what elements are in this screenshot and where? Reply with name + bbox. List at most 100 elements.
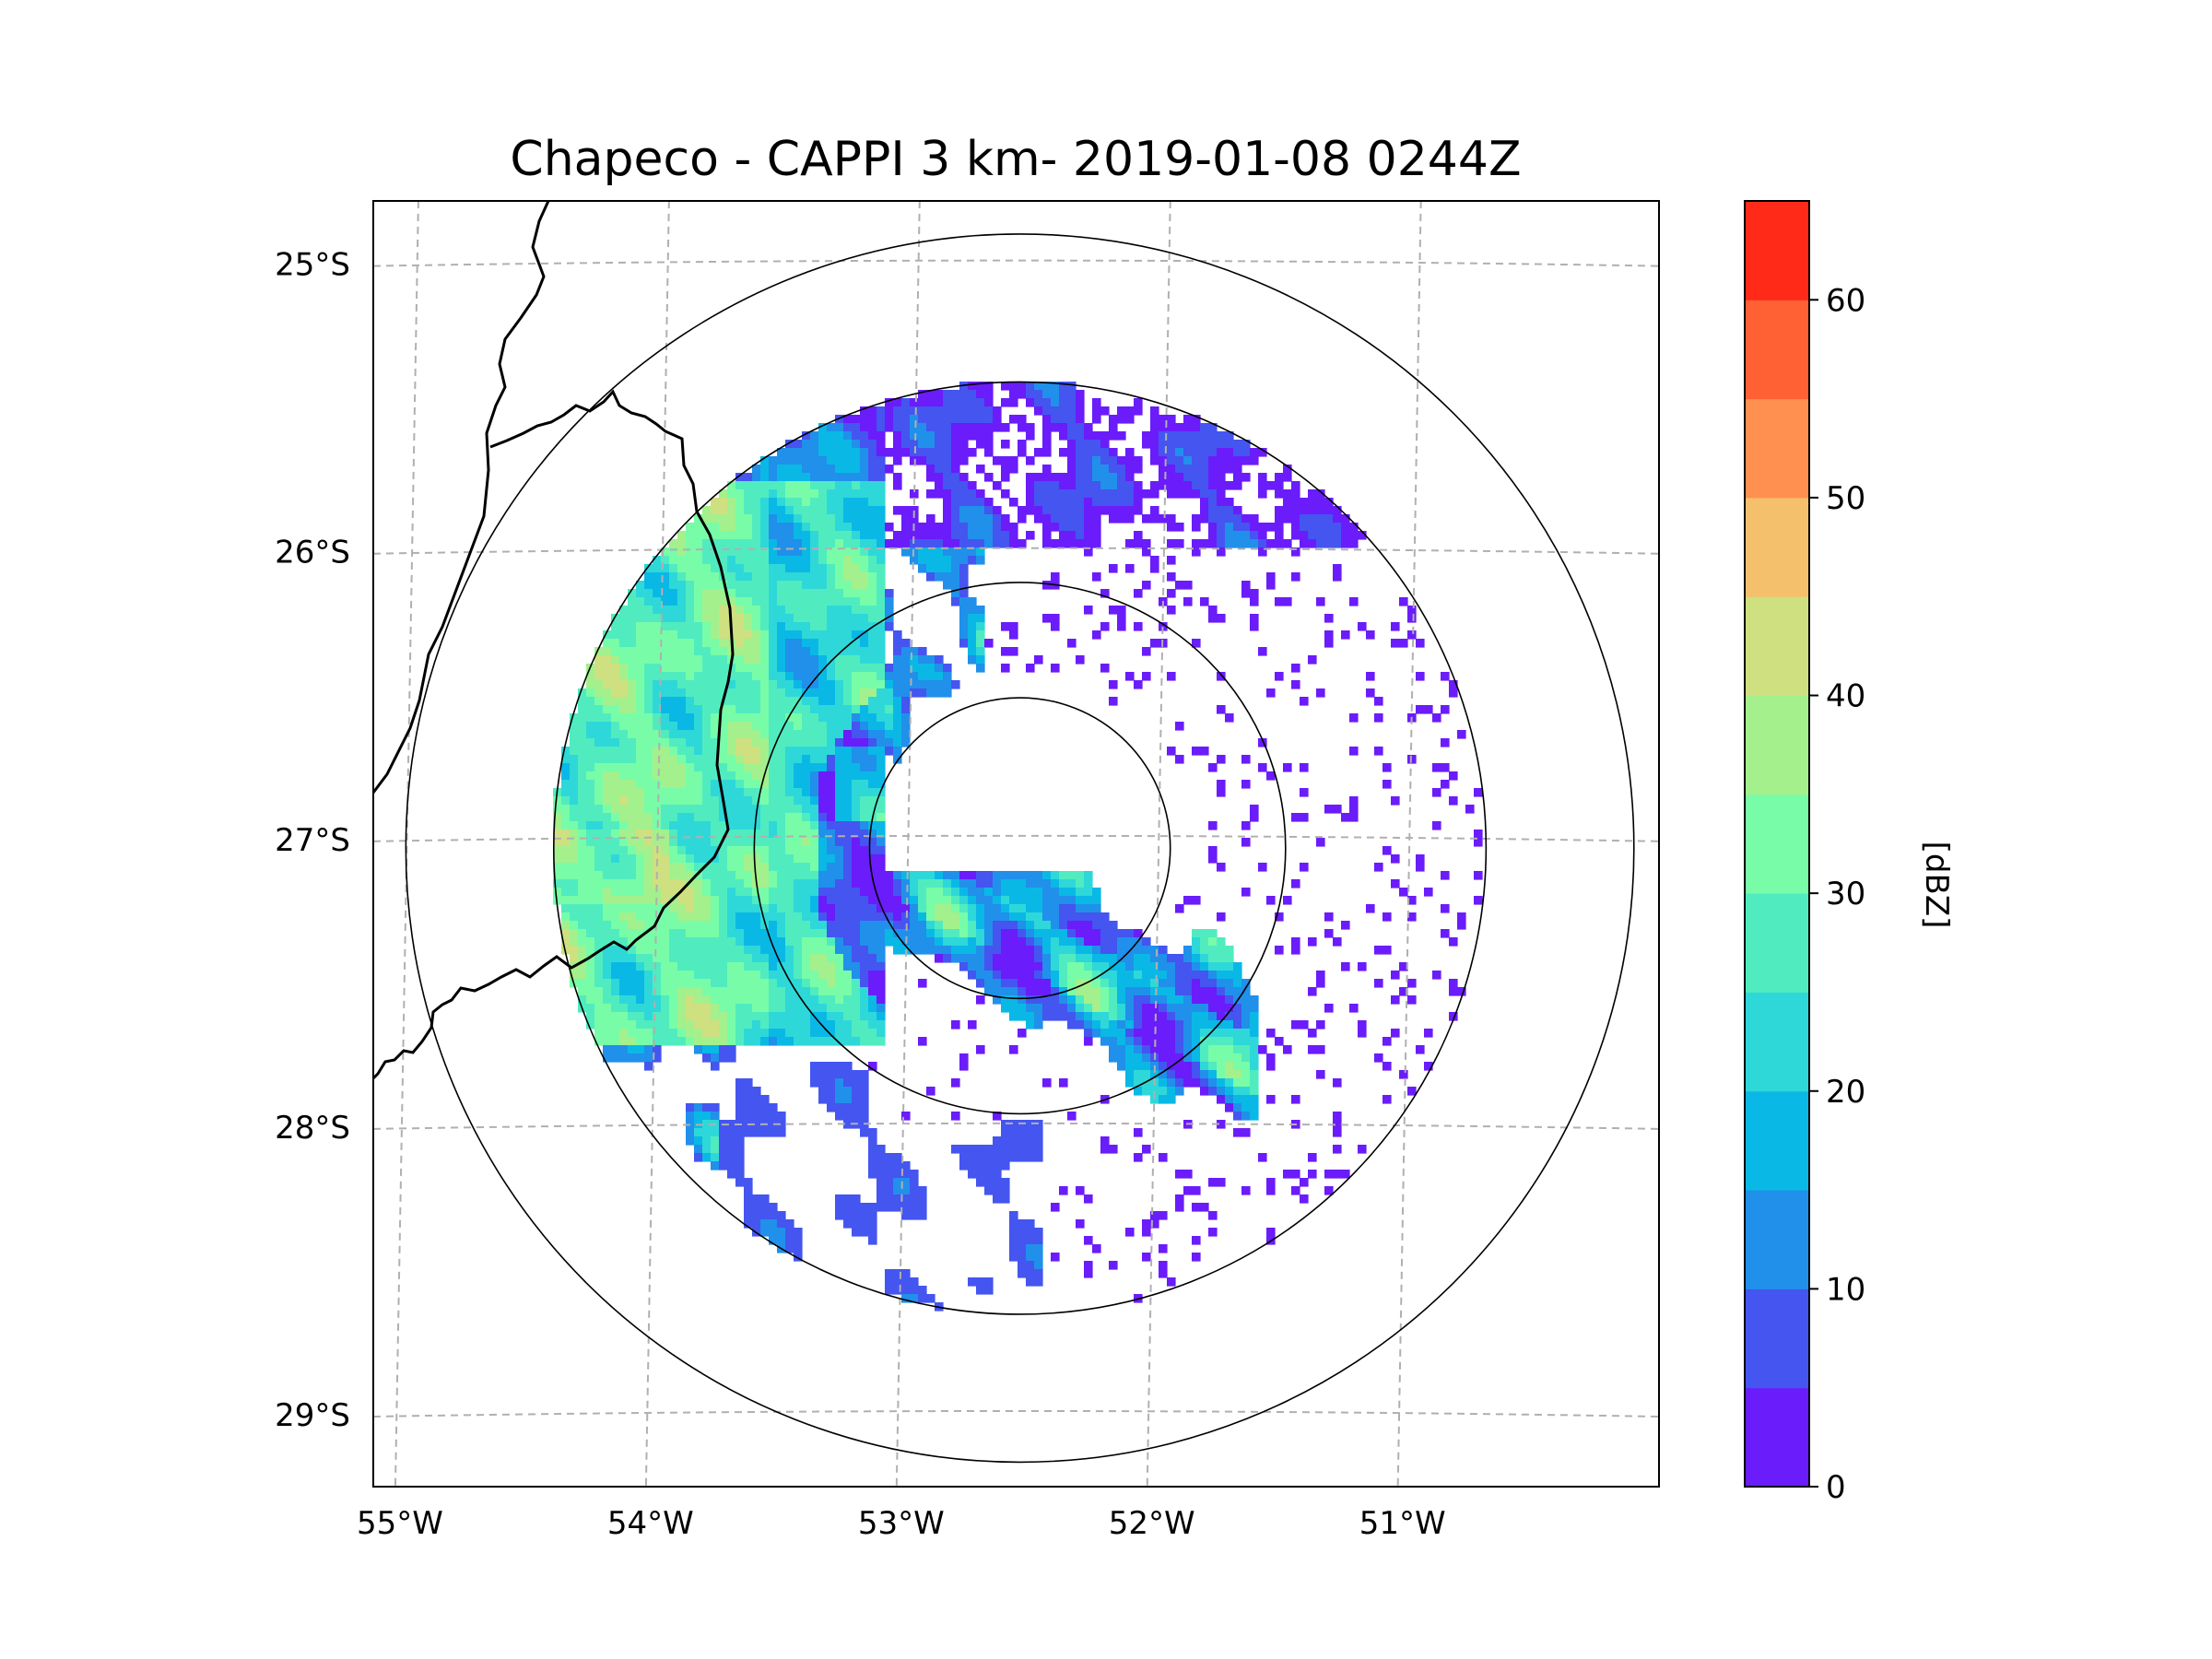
echo-cell [860, 788, 869, 797]
echo-cell [570, 896, 579, 905]
echo-cell [653, 1004, 662, 1013]
echo-cell [777, 705, 786, 714]
echo-cell [1059, 871, 1068, 880]
echo-cell [810, 912, 819, 922]
echo-cell [711, 995, 720, 1005]
echo-cell [868, 1236, 877, 1245]
echo-cell [877, 1161, 886, 1171]
echo-cell [611, 614, 620, 623]
echo-cell [760, 547, 770, 557]
echo-cell [1134, 498, 1143, 507]
echo-cell [852, 1070, 861, 1079]
echo-cell [1042, 423, 1052, 432]
echo-cell [735, 987, 745, 996]
echo-cell [1042, 937, 1052, 947]
echo-cell [785, 547, 794, 557]
echo-cell [1316, 838, 1325, 847]
echo-cell [785, 921, 794, 930]
echo-cell [711, 863, 720, 872]
echo-cell [1241, 1087, 1251, 1096]
echo-cell [769, 962, 778, 971]
echo-cell [1042, 904, 1052, 913]
echo-cell [628, 680, 637, 689]
echo-cell [868, 655, 877, 665]
x-tick-label: 55°W [357, 1505, 443, 1542]
x-tick-label: 51°W [1359, 1505, 1446, 1542]
echo-cell [794, 722, 803, 731]
echo-cell [868, 1012, 877, 1021]
echo-cell [694, 937, 703, 947]
echo-cell [727, 539, 736, 548]
echo-cell [694, 788, 703, 797]
echo-cell [777, 564, 786, 573]
echo-cell [628, 1020, 637, 1030]
echo-cell [868, 830, 877, 839]
echo-cell [719, 722, 728, 731]
echo-cell [1159, 1078, 1168, 1088]
echo-cell [818, 962, 828, 971]
echo-cell [702, 805, 712, 814]
echo-cell [578, 896, 587, 905]
echo-cell [1084, 465, 1093, 474]
echo-cell [835, 456, 844, 465]
echo-cell [968, 912, 977, 922]
echo-cell [868, 498, 877, 507]
echo-cell [1183, 1170, 1193, 1179]
echo-cell [628, 796, 637, 806]
echo-cell [1150, 1004, 1159, 1013]
echo-cell [984, 1186, 994, 1195]
echo-cell [827, 630, 836, 640]
echo-cell [1117, 971, 1126, 980]
echo-cell [877, 547, 886, 557]
echo-cell [677, 697, 687, 706]
echo-cell [686, 1012, 695, 1021]
echo-cell [810, 788, 819, 797]
echo-cell [628, 921, 637, 930]
echo-cell [1001, 647, 1010, 656]
echo-cell [818, 1029, 828, 1038]
echo-cell [777, 912, 786, 922]
echo-cell [553, 805, 562, 814]
echo-cell [935, 415, 944, 424]
x-tick-label: 53°W [858, 1505, 945, 1542]
echo-cell [677, 606, 687, 615]
echo-cell [777, 879, 786, 888]
echo-cell [644, 821, 653, 830]
echo-cell [1192, 995, 1201, 1005]
echo-cell [760, 738, 770, 747]
echo-cell [1059, 946, 1068, 955]
echo-cell [818, 846, 828, 855]
echo-cell [910, 440, 919, 449]
echo-cell [628, 871, 637, 880]
echo-cell [735, 1012, 745, 1021]
echo-cell [1018, 1228, 1027, 1237]
echo-cell [885, 888, 894, 897]
echo-cell [868, 879, 877, 888]
echo-cell [785, 465, 794, 474]
echo-cell [611, 863, 620, 872]
echo-cell [893, 1170, 902, 1179]
echo-cell [843, 473, 853, 482]
echo-cell [570, 912, 579, 922]
echo-cell [1333, 523, 1342, 532]
echo-cell [1233, 531, 1242, 540]
echo-cell [935, 946, 944, 955]
echo-cell [959, 440, 969, 449]
echo-cell [802, 473, 811, 482]
echo-cell [810, 838, 819, 847]
echo-cell [943, 465, 952, 474]
echo-cell [959, 572, 969, 582]
echo-cell [1457, 921, 1466, 930]
echo-cell [893, 647, 902, 656]
echo-cell [1067, 531, 1077, 540]
echo-cell [777, 979, 786, 988]
echo-cell [827, 921, 836, 930]
echo-cell [835, 971, 844, 980]
echo-cell [1067, 539, 1077, 548]
echo-cell [628, 639, 637, 648]
echo-cell [702, 813, 712, 822]
echo-cell [810, 987, 819, 996]
echo-cell [702, 912, 712, 922]
echo-cell [1117, 456, 1126, 465]
echo-cell [686, 995, 695, 1005]
